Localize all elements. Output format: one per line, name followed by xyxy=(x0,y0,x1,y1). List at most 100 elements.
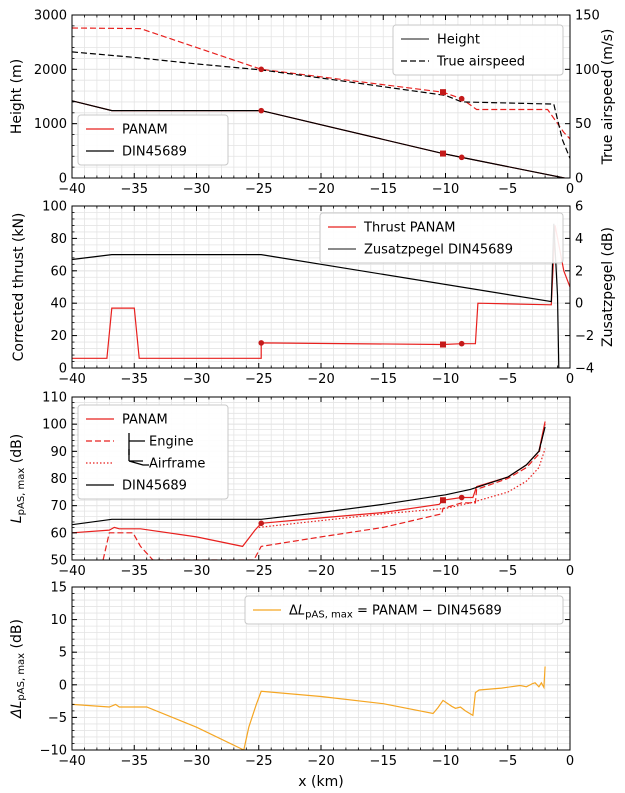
x-tick-label: −20 xyxy=(307,754,334,769)
x-tick-label: −35 xyxy=(121,564,148,579)
chart-panel-3: −40 −35 −30 −25 −20 −15 −10 −5 0 50 60 70 80 90 100 110… xyxy=(9,391,574,580)
legend-label: PANAM xyxy=(122,413,168,428)
x-tick-label: −30 xyxy=(183,754,210,769)
y-tick-label: 0 xyxy=(59,678,67,693)
y2-axis-label: True airspeed (m/s) xyxy=(600,29,616,166)
x-tick-label: −5 xyxy=(498,754,517,769)
y-tick-label: −10 xyxy=(40,744,67,759)
y2-tick-label: 6 xyxy=(575,200,583,215)
y-tick-label: 20 xyxy=(50,329,67,344)
y-tick-label: 100 xyxy=(42,418,67,433)
x-tick-label: −35 xyxy=(121,182,148,197)
y2-tick-label: −2 xyxy=(575,329,594,344)
marker-square-5 xyxy=(440,89,447,96)
x-tick-label: −10 xyxy=(432,564,459,579)
y2-tick-label: 50 xyxy=(575,117,592,132)
legend-label: PANAM xyxy=(122,123,168,138)
x-tick-label: −25 xyxy=(245,372,272,387)
x-tick-label: −15 xyxy=(370,372,397,387)
x-tick-label: −40 xyxy=(58,182,85,197)
y-tick-label: 5 xyxy=(59,646,67,661)
series-line-2 xyxy=(72,223,560,368)
x-tick-label: −20 xyxy=(307,182,334,197)
y-tick-label: 60 xyxy=(50,264,67,279)
y-tick-label: 100 xyxy=(42,200,67,215)
x-tick-label: −15 xyxy=(370,754,397,769)
legend-label: DIN45689 xyxy=(122,479,187,494)
legend-box xyxy=(77,404,229,500)
y-tick-label: 90 xyxy=(50,445,67,460)
legend: Height True airspeed xyxy=(392,24,564,76)
x-tick-label: −35 xyxy=(121,754,148,769)
marker-circle-3 xyxy=(458,340,465,347)
marker-square-2 xyxy=(440,341,447,348)
y-axis-label: Height (m) xyxy=(9,59,25,134)
legend-label: Zusatzpegel DIN45689 xyxy=(364,243,513,258)
x-tick-label: 0 xyxy=(566,182,574,197)
x-tick-label: −30 xyxy=(183,564,210,579)
x-tick-label: −10 xyxy=(432,372,459,387)
y-tick-label: 80 xyxy=(50,472,67,487)
legend-label: Engine xyxy=(149,435,194,450)
y-tick-label: 40 xyxy=(50,297,67,312)
legend-bracket xyxy=(128,449,149,466)
legend-box xyxy=(319,212,564,264)
x-tick-label: −25 xyxy=(245,564,272,579)
y2-tick-label: 4 xyxy=(575,232,583,247)
series-line-2 xyxy=(102,424,546,560)
y-tick-label: 60 xyxy=(50,526,67,541)
series-line-4 xyxy=(72,51,570,159)
x-tick-label: 0 xyxy=(566,754,574,769)
legend: PANAM Engine Airframe DIN45689 xyxy=(77,404,229,500)
x-tick-label: −15 xyxy=(370,564,397,579)
y2-tick-label: −4 xyxy=(575,362,594,377)
y-tick-label: 2000 xyxy=(34,63,67,78)
y-tick-label: 15 xyxy=(50,581,67,596)
y-axis-label: Corrected thrust (kN) xyxy=(11,213,27,362)
marker-circle-1 xyxy=(258,340,265,346)
y2-tick-label: 100 xyxy=(575,63,600,78)
marker-circle-3 xyxy=(458,494,465,501)
x-tick-label: −10 xyxy=(432,754,459,769)
x-axis-label: x (km) xyxy=(298,774,343,790)
y2-tick-label: 0 xyxy=(575,172,583,187)
y-tick-label: 3000 xyxy=(34,9,67,24)
y-tick-label: 0 xyxy=(59,362,67,377)
x-tick-label: −5 xyxy=(498,182,517,197)
y-tick-label: 50 xyxy=(50,554,67,569)
x-tick-label: −40 xyxy=(58,564,85,579)
x-tick-label: 0 xyxy=(566,372,574,387)
marker-circle-1 xyxy=(258,107,265,114)
series-line-4 xyxy=(72,426,546,526)
legend: Thrust PANAM Zusatzpegel DIN45689 xyxy=(319,212,564,264)
legend-label: True airspeed xyxy=(436,55,525,70)
y2-tick-label: 150 xyxy=(575,9,600,24)
legend: PANAM DIN45689 xyxy=(77,114,229,166)
series-line-1 xyxy=(72,666,546,750)
x-tick-label: −20 xyxy=(307,564,334,579)
y-axis-label: ΔLpAS, max (dB) xyxy=(9,619,27,719)
x-tick-label: −30 xyxy=(183,372,210,387)
y2-tick-label: 2 xyxy=(575,264,583,279)
y-tick-label: −5 xyxy=(48,711,67,726)
y-tick-label: 1000 xyxy=(34,117,67,132)
y-tick-label: 10 xyxy=(50,613,67,628)
legend-label: Airframe xyxy=(149,457,205,472)
marker-square-2 xyxy=(440,497,447,504)
legend-label: Height xyxy=(437,33,480,48)
y-tick-label: 80 xyxy=(50,232,67,247)
x-tick-label: −5 xyxy=(498,372,517,387)
marker-circle-3 xyxy=(458,154,465,161)
x-tick-label: −25 xyxy=(245,182,272,197)
x-tick-label: −5 xyxy=(498,564,517,579)
x-tick-label: −40 xyxy=(58,754,85,769)
series-line-3 xyxy=(258,448,546,528)
x-tick-label: −25 xyxy=(245,754,272,769)
y-axis-label: LpAS, max (dB) xyxy=(9,434,27,523)
legend-label: DIN45689 xyxy=(122,145,187,160)
legend-label: Thrust PANAM xyxy=(363,221,456,236)
y-tick-label: 0 xyxy=(59,172,67,187)
legend: ΔLpAS, max = PANAM − DIN45689 xyxy=(244,595,564,625)
x-tick-label: −35 xyxy=(121,372,148,387)
